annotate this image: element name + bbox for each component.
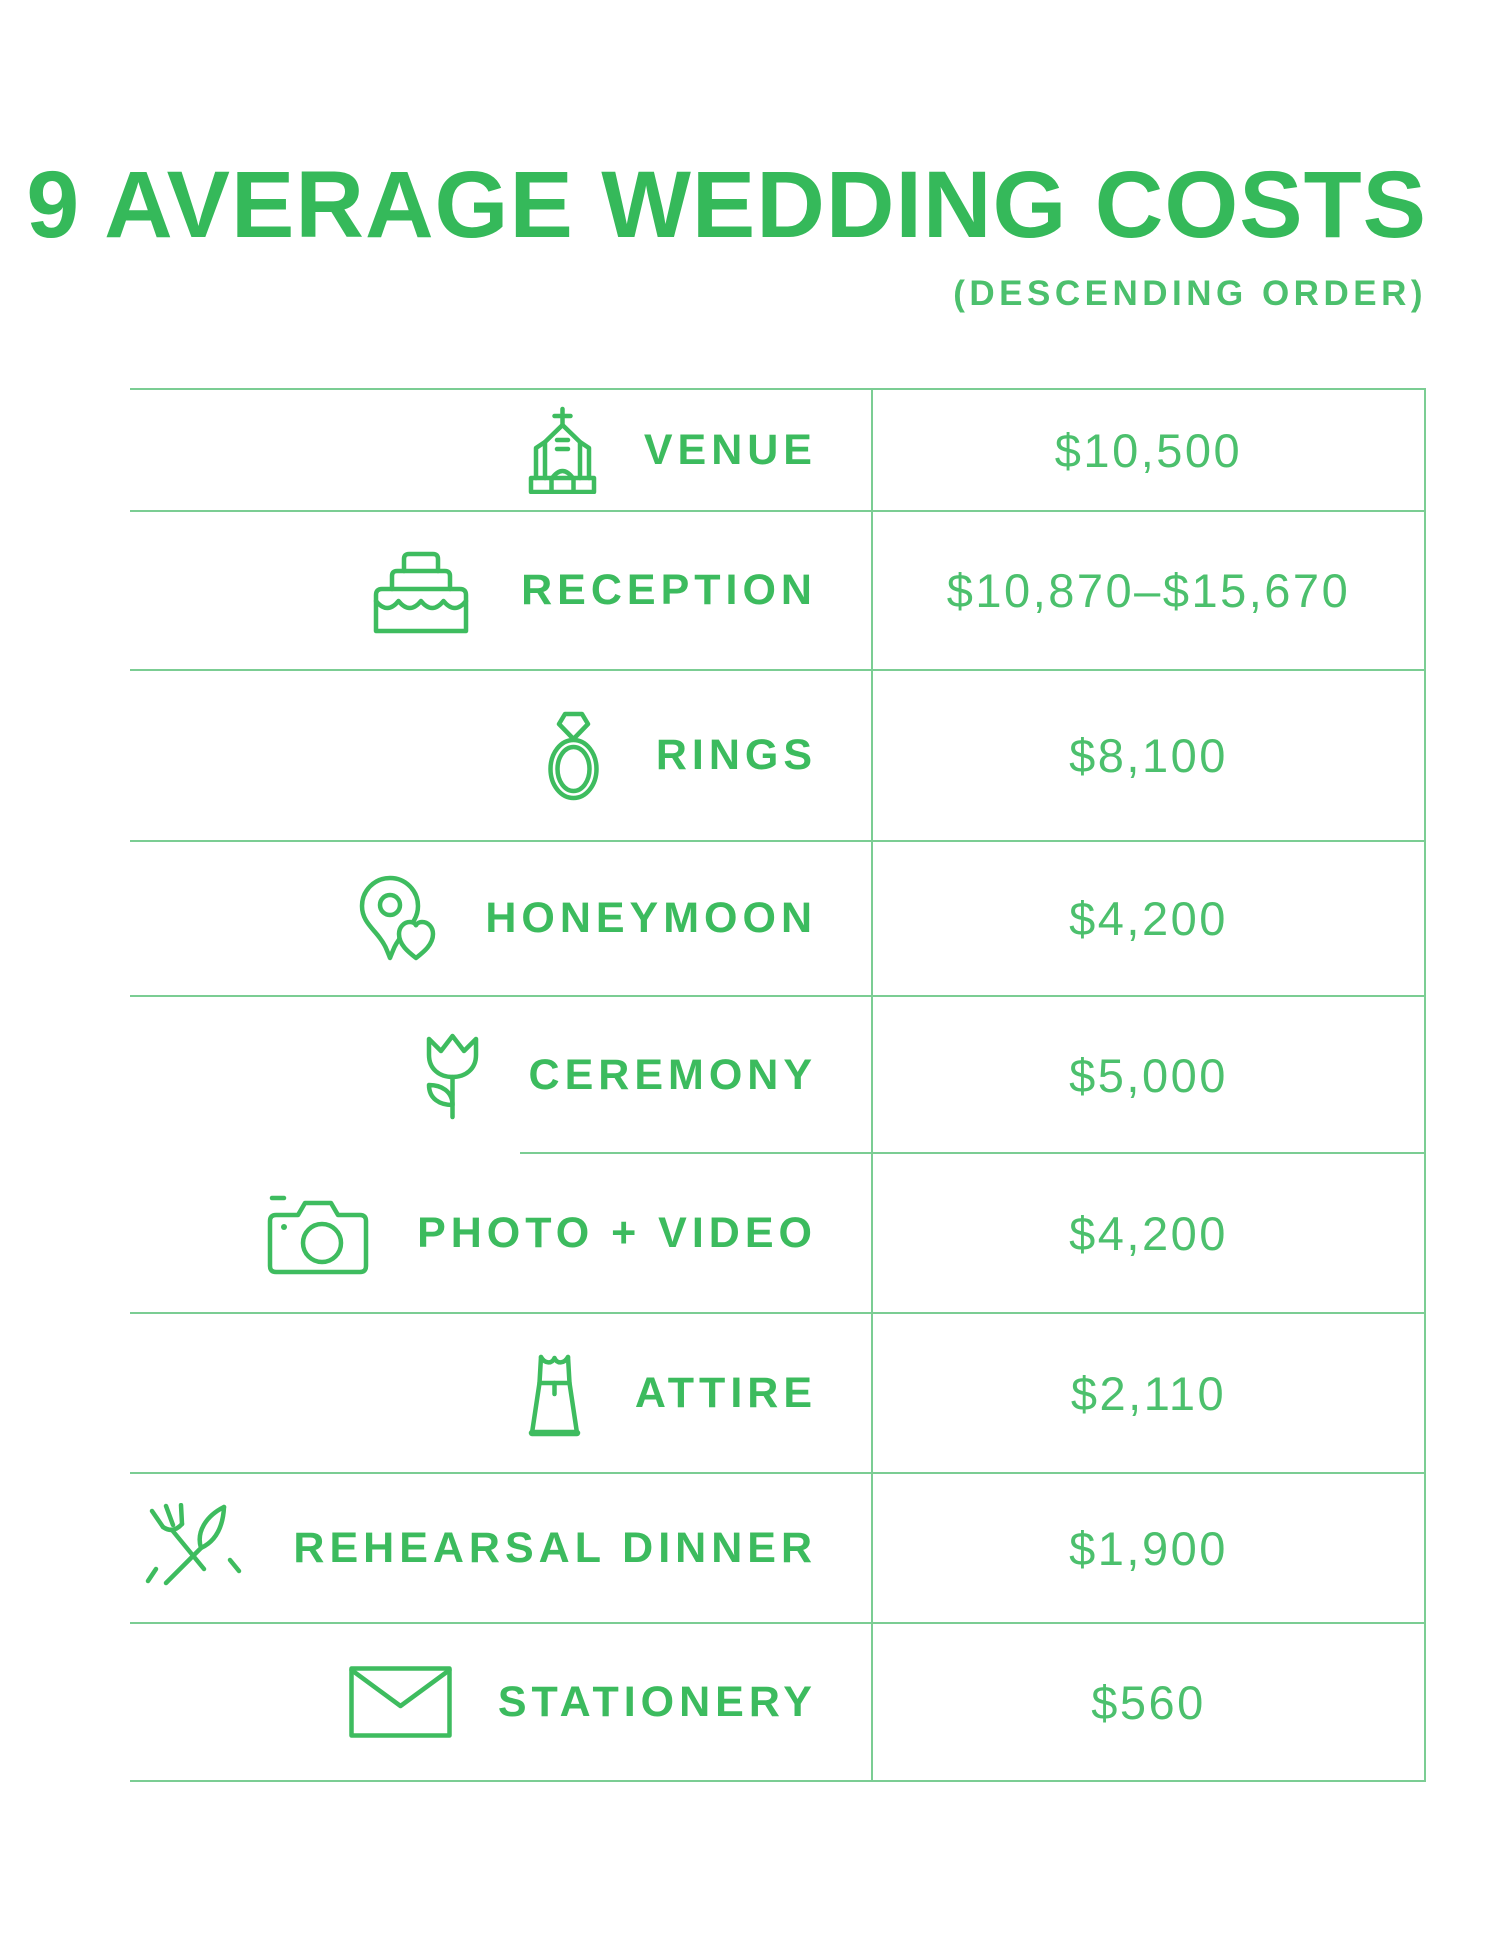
cost-cell: $560	[871, 1624, 1426, 1780]
cost-value: $4,200	[1069, 1206, 1228, 1260]
category-label: STATIONERY	[497, 1677, 817, 1726]
page-title: 9 AVERAGE WEDDING COSTS	[26, 152, 1427, 258]
cost-cell: $8,100	[871, 671, 1426, 840]
category-label: RINGS	[655, 731, 817, 779]
cost-cell: $4,200	[871, 842, 1426, 995]
category-cell: REHEARSAL DINNER	[130, 1474, 871, 1622]
table-row: REHEARSAL DINNER $1,900	[130, 1474, 1426, 1624]
table-row: PHOTO + VIDEO $4,200	[130, 1154, 1426, 1314]
category-cell: HONEYMOON	[130, 842, 871, 995]
category-label: ATTIRE	[634, 1368, 817, 1417]
cost-value: $560	[1091, 1675, 1206, 1729]
table-row: RINGS $8,100	[130, 671, 1426, 842]
cost-table: VENUE $10,500 RECEPTION $10,870–$15,670 …	[130, 388, 1426, 1782]
category-label: REHEARSAL DINNER	[293, 1523, 817, 1572]
category-cell: RECEPTION	[130, 512, 871, 669]
cost-value: $5,000	[1069, 1049, 1228, 1102]
table-row: VENUE $10,500	[130, 390, 1426, 512]
category-cell: VENUE	[130, 390, 871, 510]
cost-value: $10,500	[1054, 423, 1243, 477]
header: 9 AVERAGE WEDDING COSTS (DESCENDING ORDE…	[26, 152, 1427, 314]
cost-value: $8,100	[1069, 729, 1228, 782]
cost-value: $4,200	[1069, 892, 1228, 945]
cost-cell: $2,110	[871, 1314, 1426, 1472]
cost-value: $1,900	[1069, 1521, 1228, 1575]
camera-icon	[264, 1189, 372, 1278]
category-cell: PHOTO + VIDEO	[130, 1154, 871, 1312]
table-row: RECEPTION $10,870–$15,670	[130, 512, 1426, 671]
category-label: PHOTO + VIDEO	[417, 1208, 817, 1257]
fork-knife-icon	[144, 1503, 248, 1593]
category-label: RECEPTION	[521, 566, 817, 614]
dress-icon	[519, 1347, 590, 1439]
category-cell: ATTIRE	[130, 1314, 871, 1472]
cost-cell: $10,500	[871, 390, 1426, 510]
ring-icon	[536, 708, 611, 804]
table-row: STATIONERY $560	[130, 1624, 1426, 1782]
category-cell: RINGS	[130, 671, 871, 840]
map-pin-heart-icon	[357, 874, 440, 964]
wedding-cake-icon	[366, 546, 476, 635]
partial-divider-line	[520, 1152, 1426, 1154]
cost-value: $2,110	[1070, 1366, 1227, 1420]
table-row: HONEYMOON $4,200	[130, 842, 1426, 997]
category-label: HONEYMOON	[485, 894, 817, 942]
table-row: ATTIRE $2,110	[130, 1314, 1426, 1474]
tulip-icon	[421, 1031, 484, 1121]
category-cell: CEREMONY	[130, 997, 871, 1154]
category-cell: STATIONERY	[130, 1624, 871, 1780]
category-label: VENUE	[643, 425, 817, 474]
cost-cell: $1,900	[871, 1474, 1426, 1622]
table-row: CEREMONY $5,000	[130, 997, 1426, 1154]
envelope-icon	[348, 1665, 453, 1739]
church-icon	[526, 406, 599, 494]
cost-cell: $10,870–$15,670	[871, 512, 1426, 669]
cost-cell: $5,000	[871, 997, 1426, 1154]
cost-cell: $4,200	[871, 1154, 1426, 1312]
page-subtitle: (DESCENDING ORDER)	[953, 273, 1427, 313]
cost-value: $10,870–$15,670	[946, 564, 1351, 617]
category-label: CEREMONY	[528, 1051, 817, 1099]
